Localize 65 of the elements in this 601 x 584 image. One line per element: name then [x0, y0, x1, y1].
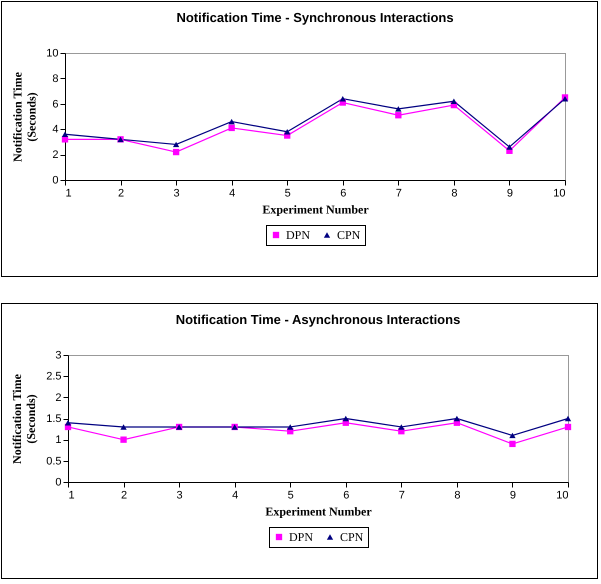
point: [395, 112, 402, 118]
y-tick-label: 0: [55, 476, 62, 488]
x-tick-label: 10: [553, 188, 566, 200]
y-tick-label: 1: [55, 434, 62, 446]
x-tick-label: 3: [174, 188, 180, 200]
point: [120, 436, 127, 443]
point: [395, 106, 402, 112]
y-tick-label: 2: [52, 149, 58, 162]
x-tick-label: 7: [398, 490, 405, 502]
point: [284, 129, 290, 134]
point: [506, 144, 513, 150]
x-tick-label: 3: [176, 490, 183, 502]
y-axis-title: Notification Time (Seconds): [10, 71, 38, 162]
x-tick-label: 8: [451, 188, 458, 200]
point: [64, 420, 72, 426]
point: [398, 424, 404, 430]
point: [287, 424, 294, 430]
point: [228, 124, 235, 132]
y-tick-label: 8: [52, 72, 58, 85]
x-tick-label: 8: [454, 490, 460, 502]
y-tick-label: 4: [52, 124, 58, 136]
legend-label: CPN: [340, 530, 364, 544]
legend-label: CPN: [337, 228, 361, 242]
x-tick-label: 2: [118, 188, 124, 200]
x-tick-label: 7: [396, 188, 402, 200]
x-tick-label: 4: [229, 188, 236, 200]
y-tick-label: 0: [52, 174, 58, 186]
x-tick-label: 6: [340, 188, 346, 200]
legend-label: DPN: [286, 228, 310, 242]
y-axis-title: Notification Time (Seconds): [10, 373, 38, 464]
y-tick-label: 2.5: [46, 370, 62, 383]
x-axis-title: Experiment Number: [265, 504, 372, 518]
y-tick-label: 3: [55, 350, 62, 362]
x-tick-label: 9: [510, 490, 516, 502]
y-tick-label: 2: [55, 392, 62, 404]
y-tick-label: 0.5: [46, 455, 62, 468]
x-tick-label: 4: [232, 490, 238, 502]
x-tick-label: 5: [284, 188, 291, 200]
point: [120, 424, 127, 430]
x-tick-label: 1: [66, 188, 72, 200]
point: [228, 118, 235, 124]
x-tick-label: 10: [556, 490, 568, 502]
point: [564, 416, 572, 422]
chart-title: Notification Time - Synchronous Interactions: [176, 10, 454, 25]
point: [62, 132, 68, 138]
point: [342, 416, 349, 422]
point: [509, 432, 516, 438]
x-tick-label: 5: [288, 490, 294, 502]
y-tick-label: 10: [46, 48, 58, 60]
x-tick-label: 2: [120, 490, 128, 502]
legend-label: DPN: [289, 530, 314, 544]
point: [454, 416, 460, 422]
y-tick-label: 1.5: [46, 413, 62, 425]
y-tick-label: 6: [52, 98, 58, 110]
point: [340, 96, 346, 102]
point: [564, 424, 572, 430]
x-tick-label: 6: [343, 490, 350, 502]
x-tick-label: 1: [68, 490, 75, 502]
point: [172, 142, 180, 148]
point: [509, 440, 516, 448]
x-axis-title: Experiment Number: [262, 202, 370, 216]
x-tick-label: 9: [506, 188, 514, 200]
point: [450, 98, 458, 104]
point: [172, 148, 180, 156]
chart-title: Notification Time - Asynchronous Interactions: [176, 312, 460, 327]
